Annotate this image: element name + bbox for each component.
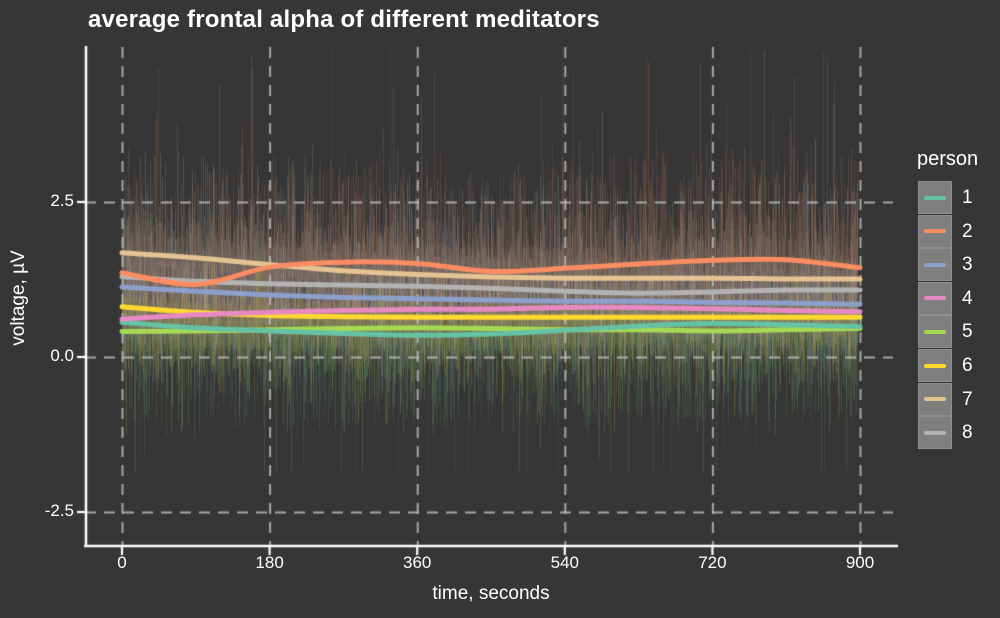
legend-title: person xyxy=(917,148,979,170)
legend-label-6: 6 xyxy=(962,355,973,376)
legend-label-3: 3 xyxy=(962,254,973,276)
legend-label-7: 7 xyxy=(962,388,973,410)
legend-swatch-6 xyxy=(924,363,946,368)
legend-label-8: 8 xyxy=(962,422,973,444)
legend-label-2: 2 xyxy=(962,220,973,242)
y-tick-label-2.5: 2.5 xyxy=(50,191,74,210)
x-tick-label-900: 900 xyxy=(845,553,875,572)
x-tick-label-180: 180 xyxy=(255,553,284,572)
legend-swatch-2 xyxy=(924,229,946,234)
legend-key-6 xyxy=(918,349,952,382)
chart-title: average frontal alpha of different medit… xyxy=(88,6,600,33)
legend-swatch-7 xyxy=(924,397,946,402)
legend-swatch-5 xyxy=(924,329,946,334)
y-tick-label--2.5: -2.5 xyxy=(44,501,74,520)
x-tick-label-360: 360 xyxy=(403,553,432,572)
x-tick-label-720: 720 xyxy=(698,553,727,572)
x-tick-label-0: 0 xyxy=(117,553,127,572)
legend-swatch-3 xyxy=(924,262,946,267)
legend-key-8 xyxy=(918,416,952,450)
legend-label-4: 4 xyxy=(962,287,973,309)
legend-key-7 xyxy=(918,382,952,416)
legend-swatch-8 xyxy=(924,430,946,435)
y-tick-label-0.0: 0.0 xyxy=(50,346,74,365)
legend-label-1: 1 xyxy=(962,187,973,208)
legend-swatch-4 xyxy=(924,296,946,301)
legend-key-1 xyxy=(918,181,952,214)
legend-key-4 xyxy=(918,281,952,315)
x-axis-title: time, seconds xyxy=(432,583,550,604)
legend-key-5 xyxy=(918,315,952,349)
legend-label-5: 5 xyxy=(962,321,973,343)
x-tick-label-540: 540 xyxy=(550,553,579,572)
legend-swatch-1 xyxy=(924,195,946,200)
y-axis-title: voltage, µV xyxy=(8,250,29,346)
legend-key-3 xyxy=(918,248,952,282)
legend-key-2 xyxy=(918,214,952,248)
